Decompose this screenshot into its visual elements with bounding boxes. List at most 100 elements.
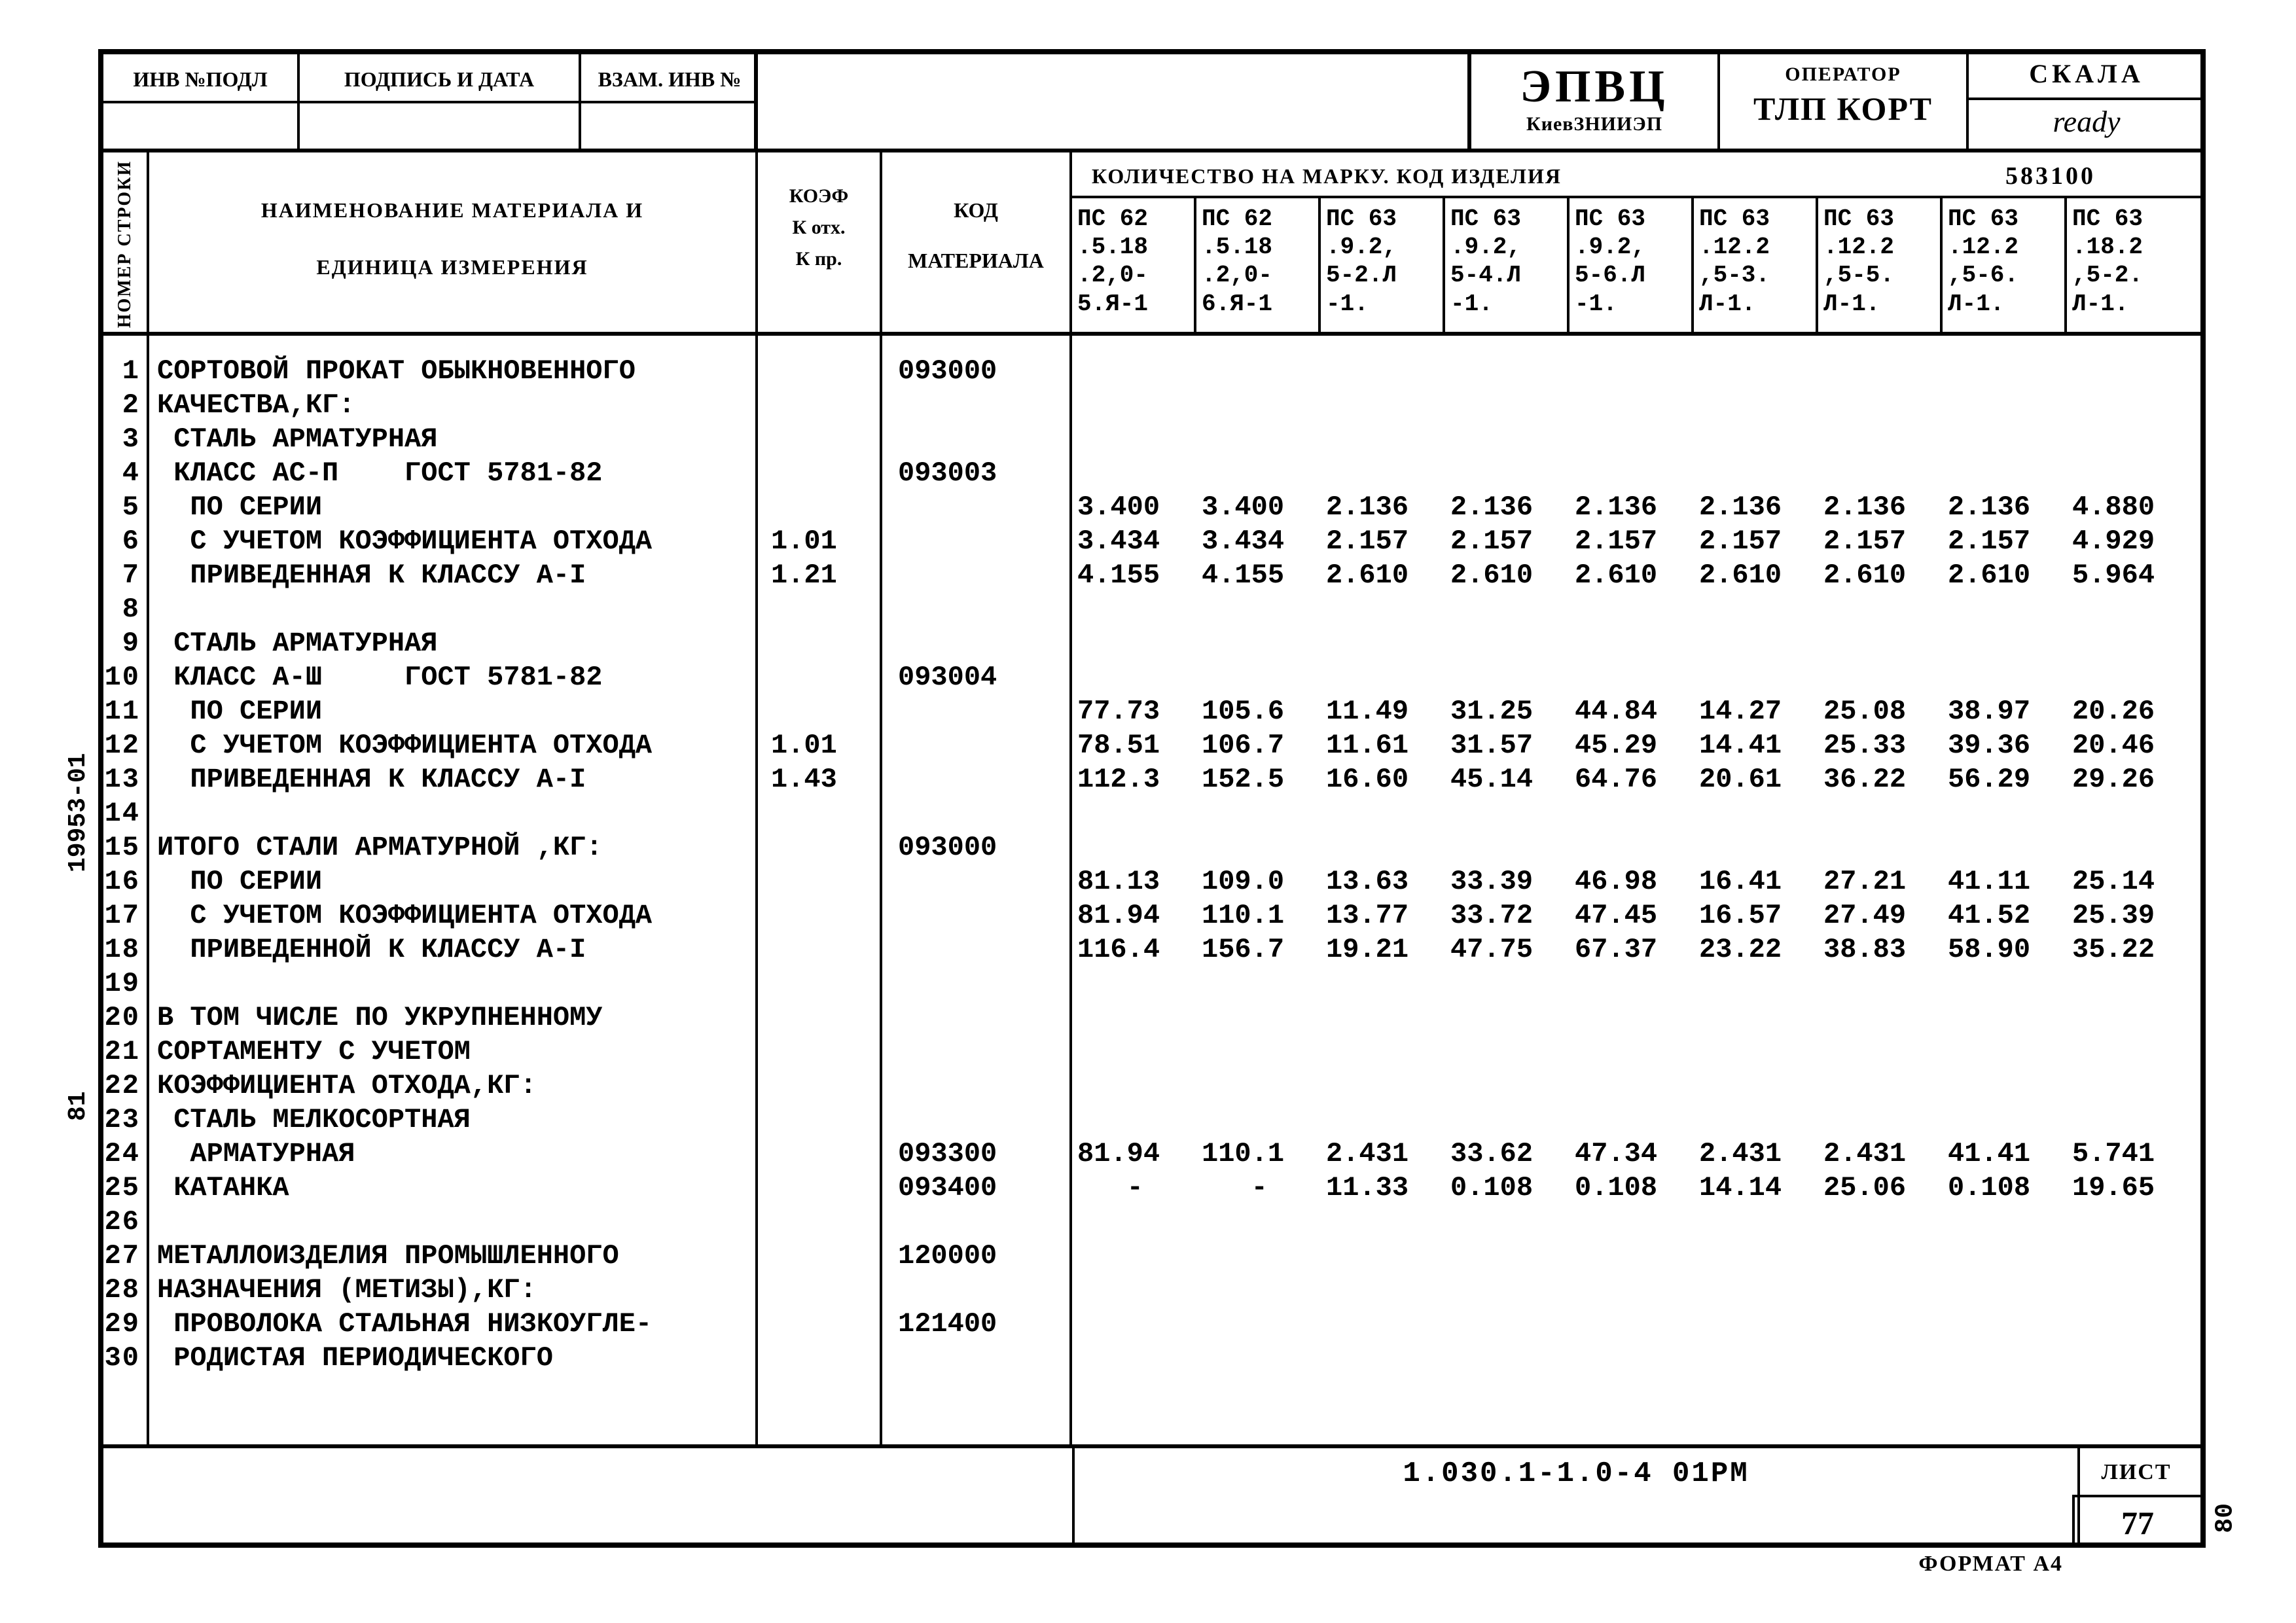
koef-header-3: К пр. (758, 239, 880, 270)
sign-label: ПОДПИСЬ И ДАТА (300, 54, 581, 103)
row-13-c2: 16.60 (1321, 764, 1445, 795)
row-16-c0: 81.13 (1072, 866, 1196, 897)
qty-col-4: ПС 63 .9.2, 5-6.Л -1. (1570, 198, 1694, 336)
row-4-name: КЛАСС АС-П ГОСТ 5781-82 (149, 457, 755, 491)
row-21-kod (882, 1036, 1069, 1070)
row-24-kod: 093300 (882, 1138, 1069, 1172)
row-7-c0: 4.155 (1072, 560, 1196, 591)
row-18-num: 18 (103, 934, 147, 968)
row-11-c2: 11.49 (1321, 696, 1445, 727)
row-3-kod (882, 423, 1069, 457)
side-code-1: 19953-01 (64, 753, 92, 872)
row-11-koef (758, 696, 880, 730)
row-26-name (149, 1206, 755, 1240)
row-4-kod: 093003 (882, 457, 1069, 491)
row-17-num: 17 (103, 900, 147, 934)
row-2-koef (758, 389, 880, 423)
row-11-c0: 77.73 (1072, 696, 1196, 727)
row-9-kod (882, 628, 1069, 662)
row-16-name: ПО СЕРИИ (149, 866, 755, 900)
skala-value: ready (1969, 100, 2204, 139)
list-number: 77 (2072, 1497, 2200, 1546)
top-left-block: ИНВ №ПОДЛ ПОДПИСЬ И ДАТА ВЗАМ. ИНВ № (103, 54, 758, 152)
row-10-data (1072, 662, 2200, 696)
row-8-name (149, 594, 755, 628)
row-24-c2: 2.431 (1321, 1138, 1445, 1169)
row-13-data: 112.3152.516.6045.1464.7620.6136.2256.29… (1072, 764, 2200, 798)
row-3-num: 3 (103, 423, 147, 457)
row-6-c4: 2.157 (1570, 526, 1694, 557)
row-20-num: 20 (103, 1002, 147, 1036)
row-5-name: ПО СЕРИИ (149, 491, 755, 526)
row-12-c4: 45.29 (1570, 730, 1694, 761)
row-12-c6: 25.33 (1818, 730, 1943, 761)
row-6-c0: 3.434 (1072, 526, 1196, 557)
row-12-data: 78.51106.711.6131.5745.2914.4125.3339.36… (1072, 730, 2200, 764)
row-12-c1: 106.7 (1196, 730, 1321, 761)
row-16-c5: 16.41 (1694, 866, 1818, 897)
row-6-name: С УЧЕТОМ КОЭФФИЦИЕНТА ОТХОДА (149, 526, 755, 560)
row-6-c2: 2.157 (1321, 526, 1445, 557)
row-22-kod (882, 1070, 1069, 1104)
row-11-kod (882, 696, 1069, 730)
row-11-data: 77.73105.611.4931.2544.8414.2725.0838.97… (1072, 696, 2200, 730)
doc-number: 1.030.1-1.0-4 01РМ (1072, 1448, 2080, 1497)
row-25-c5: 14.14 (1694, 1172, 1818, 1204)
row-1-data (1072, 355, 2200, 389)
koef-header-1: КОЭФ (758, 152, 880, 207)
row-6-koef: 1.01 (758, 526, 880, 560)
row-5-c8: 4.880 (2067, 491, 2208, 523)
row-18-c8: 35.22 (2067, 934, 2208, 965)
data-column: 3.4003.4002.1362.1362.1362.1362.1362.136… (1072, 336, 2200, 1444)
row-18-c0: 116.4 (1072, 934, 1196, 965)
row-5-c1: 3.400 (1196, 491, 1321, 523)
row-7-c8: 5.964 (2067, 560, 2208, 591)
name-header-2: ЕДИНИЦА ИЗМЕРЕНИЯ (149, 223, 755, 279)
row-13-c8: 29.26 (2067, 764, 2208, 795)
vzam-value (581, 103, 758, 152)
row-6-c5: 2.157 (1694, 526, 1818, 557)
row-20-koef (758, 1002, 880, 1036)
row-3-data (1072, 423, 2200, 457)
row-23-data (1072, 1104, 2200, 1138)
row-25-c0: - (1072, 1172, 1196, 1204)
row-2-name: КАЧЕСТВА,КГ: (149, 389, 755, 423)
rownum-header-text: НОМЕР СТРОКИ (115, 160, 135, 328)
skala-label: СКАЛА (1969, 54, 2204, 100)
row-27-num: 27 (103, 1240, 147, 1274)
epvc-cell: ЭПВЦ КиевЗНИИЭП (1471, 54, 1720, 152)
row-17-c7: 41.52 (1943, 900, 2067, 931)
row-26-num: 26 (103, 1206, 147, 1240)
row-7-num: 7 (103, 560, 147, 594)
row-5-c3: 2.136 (1445, 491, 1570, 523)
row-3-koef (758, 423, 880, 457)
row-24-c3: 33.62 (1445, 1138, 1570, 1169)
row-16-c6: 27.21 (1818, 866, 1943, 897)
row-17-c2: 13.77 (1321, 900, 1445, 931)
row-7-c4: 2.610 (1570, 560, 1694, 591)
row-14-koef (758, 798, 880, 832)
operator-label: ОПЕРАТОР (1720, 54, 1966, 86)
row-19-kod (882, 968, 1069, 1002)
row-14-num: 14 (103, 798, 147, 832)
row-16-c1: 109.0 (1196, 866, 1321, 897)
rownum-column: 1234567891011121314151617181920212223242… (103, 336, 149, 1444)
row-5-c4: 2.136 (1570, 491, 1694, 523)
row-18-c6: 38.83 (1818, 934, 1943, 965)
row-12-name: С УЧЕТОМ КОЭФФИЦИЕНТА ОТХОДА (149, 730, 755, 764)
row-11-num: 11 (103, 696, 147, 730)
row-30-data (1072, 1342, 2200, 1376)
row-16-koef (758, 866, 880, 900)
koef-column: 1.011.211.011.43 (758, 336, 882, 1444)
row-30-name: РОДИСТАЯ ПЕРИОДИЧЕСКОГО (149, 1342, 755, 1376)
row-13-c4: 64.76 (1570, 764, 1694, 795)
rownum-header: НОМЕР СТРОКИ (103, 152, 149, 336)
row-23-num: 23 (103, 1104, 147, 1138)
row-17-c0: 81.94 (1072, 900, 1196, 931)
row-6-c3: 2.157 (1445, 526, 1570, 557)
row-16-c7: 41.11 (1943, 866, 2067, 897)
row-18-kod (882, 934, 1069, 968)
row-22-data (1072, 1070, 2200, 1104)
row-19-data (1072, 968, 2200, 1002)
row-28-koef (758, 1274, 880, 1308)
